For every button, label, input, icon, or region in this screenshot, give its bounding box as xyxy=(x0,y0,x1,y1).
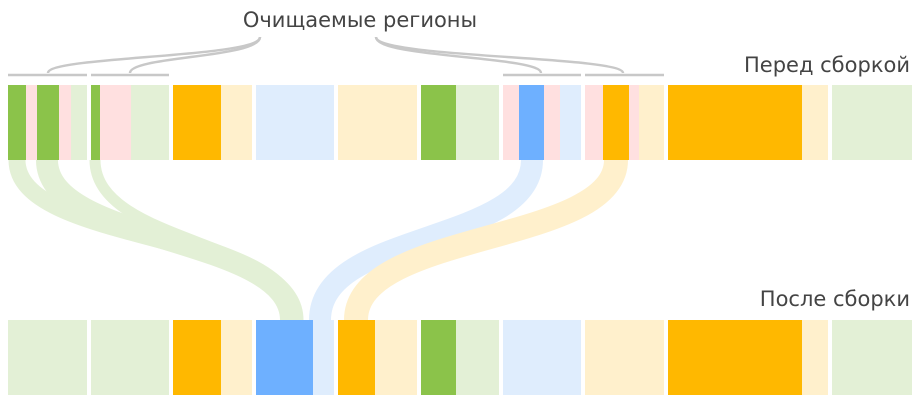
after-compaction-label: После сборки xyxy=(759,287,910,311)
region-after-9 xyxy=(668,320,828,395)
region-after-3 xyxy=(173,320,252,395)
region-before-9 xyxy=(668,85,828,160)
evacuated-regions-brackets xyxy=(8,36,664,77)
object-move-connectors xyxy=(8,158,628,322)
region-before-2 xyxy=(91,85,169,160)
after-regions xyxy=(8,320,912,395)
region-before-5 xyxy=(338,85,417,160)
region-after-7 xyxy=(503,320,581,395)
before-compaction-label: Перед сборкой xyxy=(743,53,910,77)
region-after-6 xyxy=(421,320,499,395)
region-before-10 xyxy=(832,85,912,160)
region-before-3 xyxy=(173,85,252,160)
region-before-6 xyxy=(421,85,499,160)
connector-green-2 xyxy=(36,158,302,322)
region-before-1 xyxy=(8,85,87,160)
region-after-5 xyxy=(338,320,417,395)
connector-blue xyxy=(309,158,543,322)
region-after-1 xyxy=(8,320,87,395)
region-after-10 xyxy=(832,320,912,395)
region-after-8 xyxy=(585,320,664,395)
before-regions xyxy=(8,85,912,160)
region-before-4 xyxy=(256,85,334,160)
evacuated-regions-title: Очищаемые регионы xyxy=(242,8,478,32)
region-after-4 xyxy=(256,320,334,395)
connector-green-3 xyxy=(89,159,304,321)
region-after-2 xyxy=(91,320,169,395)
connector-orange xyxy=(344,158,628,322)
region-before-7 xyxy=(503,85,581,160)
region-before-8 xyxy=(585,85,664,160)
